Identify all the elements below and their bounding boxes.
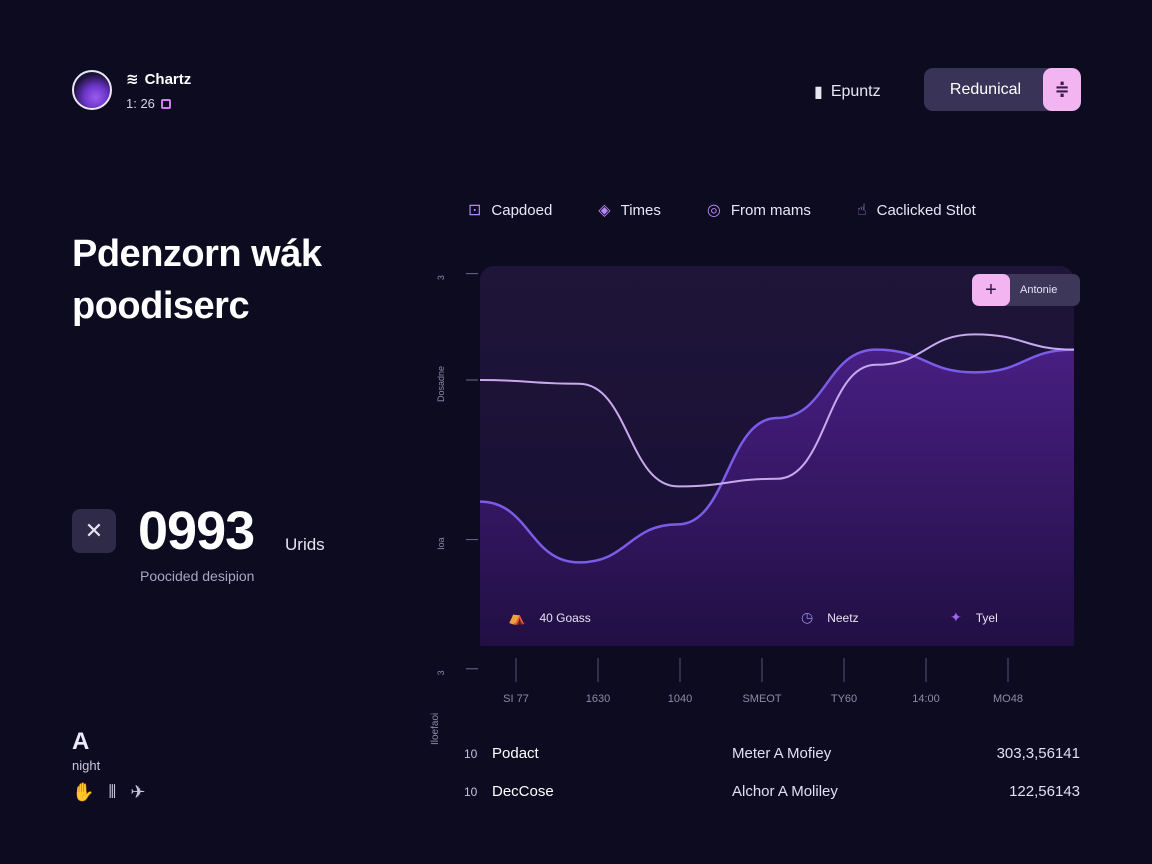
tab-clicked-slot[interactable]: ☝ Caclicked Stlot [856,201,976,220]
hand-icon: ☝ [856,202,867,219]
x-tick-label: 1040 [668,693,692,705]
y-tick-label: 3 [436,275,446,280]
mode-toggle-label: Redunical [949,80,1022,98]
metric-value: 0993 [138,501,255,561]
brand-name: ≋ Chartz [126,70,192,89]
diamond-icon: ◈ [598,202,611,219]
y-tick-label: Ioa [436,537,446,550]
table-row[interactable]: 10 DecCose Alchor A Moliley 122,56143 [464,783,1080,800]
close-icon[interactable]: ✕ [72,509,116,553]
x-tick-label: 14:00 [912,693,940,705]
plus-icon: + [972,274,1010,306]
wifi-icon: ≋ [126,71,139,88]
pin-icon: ✦ [950,609,962,625]
x-tick-label: SMEOT [742,693,781,705]
tab-times[interactable]: ◈ Times [598,201,661,220]
tent-icon: ⛺ [508,609,526,625]
badge-icon [160,98,171,109]
filter-tabs: ⊡ Capdoed ◈ Times ◎ From mams ☝ Caclicke… [468,200,976,220]
footer-icon-row: ✋ ⦀ ✈ [72,782,145,803]
settings-icon: ≑ [1043,68,1081,111]
line-series-1 [479,333,1075,488]
mode-toggle-button[interactable]: Redunical ≑ [924,68,1081,111]
airplane-icon[interactable]: ✈ [130,782,146,802]
footer-label: night [72,758,101,773]
tab-from-mams[interactable]: ◎ From mams [706,201,811,220]
target-icon: ◎ [706,202,721,219]
file-icon: ▮ [814,84,823,101]
legend-item[interactable]: ◷ Neetz [801,609,859,625]
legend-item[interactable]: ✦ Tyel [950,609,998,625]
line-series-2 [479,348,1075,564]
x-tick-label: TY60 [831,693,857,705]
x-tick-label: MO48 [993,693,1023,705]
tab-captured[interactable]: ⊡ Capdoed [468,201,553,220]
x-tick-label: SI 77 [503,693,529,705]
area-chart: 3 Dosadne Ioa 3 SI 77 1630 1040 SMEOT TY60 14:00 M… [436,273,1075,705]
hand-icon[interactable]: ✋ [72,782,95,802]
legend-item[interactable]: ⛺ 40 Goass [508,609,591,625]
footer-logo: A [72,728,90,755]
table-side-label: Iloefaoi [430,712,441,745]
clock-icon: ◷ [801,609,814,625]
page-title: Pdenzorn wák poodiserc [72,233,322,327]
app-logo [72,70,112,110]
table-row[interactable]: 10 Podact Meter A Mofiey 303,3,56141 [464,745,1080,762]
y-tick-label: Dosadne [436,366,446,402]
area-series-fill [480,349,1074,646]
waveform-icon[interactable]: ⦀ [108,782,117,802]
metric-description: Poocided desipion [140,568,255,584]
export-link[interactable]: ▮ Epuntz [814,83,881,101]
metric-unit: Urids [285,535,325,554]
lock-icon: ⊡ [468,202,482,219]
x-tick-label: 1630 [586,693,610,705]
y-tick-label: 3 [436,670,446,675]
brand-subtitle: 1: 26 [126,96,171,111]
add-series-button[interactable]: + Antonie [972,274,1080,306]
